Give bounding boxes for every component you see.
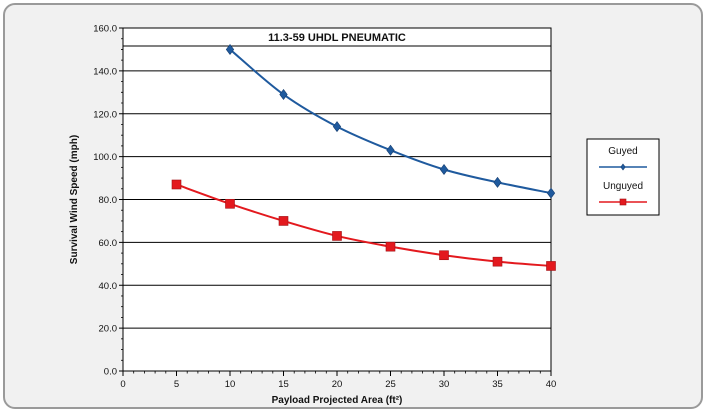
data-point-guyed-3 [386, 144, 395, 156]
grid-lines [123, 28, 551, 371]
data-point-guyed-4 [439, 163, 449, 175]
axes: 0.0 20.0 40.0 60.0 80.0 100.0 120.0 140.0 160.0 0… [93, 24, 556, 391]
series-guyed [225, 43, 556, 199]
x-tick-label-2: 10 [225, 379, 236, 390]
legend-marker-unguyed [619, 198, 627, 206]
x-tick-label-6: 30 [439, 379, 450, 390]
y-tick-label-5: 100.0 [93, 152, 117, 163]
data-point-guyed-6 [546, 187, 556, 199]
line-chart: 11.3-59 UHDL PNEUMATIC 0.0 20.0 40.0 60.0 80… [69, 24, 660, 406]
data-point-unguyed-0 [171, 179, 182, 190]
data-point-unguyed-5 [439, 250, 449, 261]
x-tick-label-3: 15 [278, 379, 289, 390]
legend-marker-guyed [620, 163, 626, 171]
y-tick-label-3: 60.0 [99, 238, 118, 249]
data-point-unguyed-3 [332, 231, 342, 241]
series-unguyed [171, 179, 556, 271]
y-tick-label-7: 140.0 [93, 66, 117, 77]
data-point-guyed-0 [225, 43, 235, 55]
x-tick-label-4: 20 [332, 379, 343, 390]
legend: Guyed Unguyed [586, 138, 660, 216]
x-tick-label-0: 0 [120, 379, 125, 390]
y-tick-label-1: 20.0 [99, 324, 118, 335]
data-point-guyed-1 [279, 88, 288, 100]
x-tick-label-8: 40 [546, 379, 557, 390]
y-tick-label-0: 0.0 [104, 367, 117, 378]
data-point-unguyed-6 [492, 256, 503, 267]
x-tick-label-7: 35 [492, 379, 503, 390]
data-point-unguyed-1 [225, 198, 235, 209]
y-tick-label-6: 120.0 [93, 109, 117, 120]
y-axis-title: Survival Wind Speed (mph) [69, 135, 80, 264]
chart-title-box [122, 27, 552, 47]
x-tick-label-1: 5 [174, 379, 179, 390]
series-layer [171, 43, 556, 271]
chart-title: 11.3-59 UHDL PNEUMATIC [268, 32, 406, 44]
x-tick-label-5: 25 [385, 379, 396, 390]
legend-label-guyed: Guyed [608, 146, 637, 157]
data-point-guyed-2 [332, 121, 342, 133]
y-tick-label-8: 160.0 [93, 24, 117, 35]
data-point-guyed-5 [493, 176, 502, 188]
chart-frame: 11.3-59 UHDL PNEUMATIC 0.0 20.0 40.0 60.0 80… [3, 3, 703, 409]
data-point-unguyed-4 [385, 241, 396, 252]
data-point-unguyed-7 [546, 261, 556, 271]
data-point-unguyed-2 [278, 216, 289, 226]
y-tick-label-4: 80.0 [99, 195, 118, 206]
legend-label-unguyed: Unguyed [603, 181, 643, 192]
x-axis-title: Payload Projected Area (ft²) [272, 395, 403, 406]
y-tick-label-2: 40.0 [99, 281, 118, 292]
